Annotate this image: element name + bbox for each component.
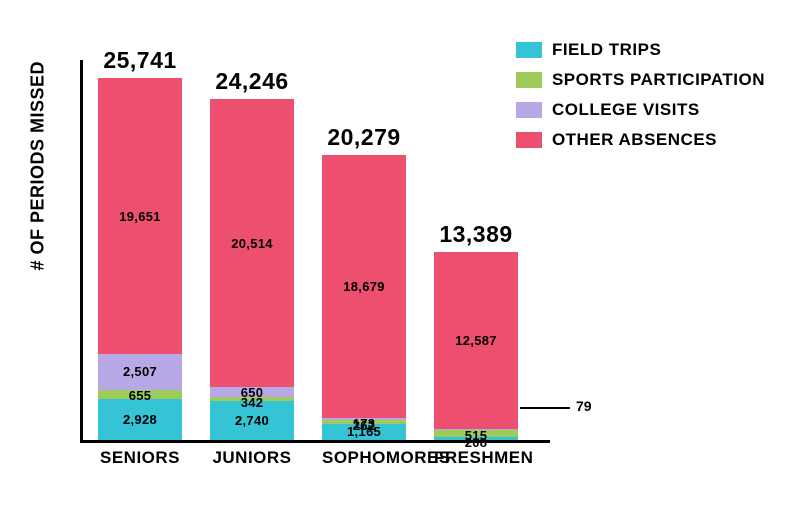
callout-line — [520, 407, 570, 409]
segment-value-label: 2,507 — [123, 365, 157, 378]
bar-segment-other: 12,587 — [434, 252, 518, 429]
category-label: Sophomores — [322, 448, 406, 468]
segment-value-label: 12,587 — [455, 334, 497, 347]
legend-swatch — [516, 102, 542, 118]
legend-swatch — [516, 132, 542, 148]
bar-segment-sports: 515 — [434, 430, 518, 437]
bar-total-label: 25,741 — [103, 47, 176, 74]
bar-segment-sports: 655 — [98, 390, 182, 399]
bar-segment-college — [434, 429, 518, 430]
category-label-text: Sophomores — [322, 448, 451, 467]
category-label: Freshmen — [434, 448, 518, 468]
segment-value-label: 20,514 — [231, 237, 273, 250]
category-label: Juniors — [210, 448, 294, 468]
bars-container: 25,7412,9286552,50719,65124,2462,7403426… — [80, 60, 550, 440]
bar-total-label: 24,246 — [215, 68, 288, 95]
bar-segment-other: 19,651 — [98, 78, 182, 355]
category-label: Seniors — [98, 448, 182, 468]
legend-label: Field Trips — [552, 40, 661, 60]
bar-stack: 2,928 655 2,507 19,651 — [98, 78, 182, 440]
bar-stack: 2,74034265020,514 — [210, 99, 294, 440]
category-label-text: Juniors — [212, 448, 291, 467]
segment-value-label: 173 — [353, 417, 376, 430]
bar-group: 25,7412,9286552,50719,651 — [98, 78, 182, 440]
segment-value-label: 2,740 — [235, 414, 269, 427]
bar-segment-other: 20,514 — [210, 99, 294, 388]
bar-stack: 1,16526217318,679 — [322, 155, 406, 440]
segment-value-label: 650 — [241, 386, 264, 399]
bar-total-label: 20,279 — [327, 124, 400, 151]
chart-plot-area: 25,7412,9286552,50719,65124,2462,7403426… — [80, 60, 550, 440]
bar-stack: 20851512,587 — [434, 252, 518, 440]
bar-total-label: 13,389 — [439, 221, 512, 248]
segment-value-label: 515 — [465, 429, 488, 442]
callout-label: 79 — [576, 398, 592, 414]
category-label-text: Freshmen — [434, 448, 533, 467]
segment-value-label: 19,651 — [119, 210, 161, 223]
segment-value-label: 655 — [129, 389, 152, 402]
category-labels-row: Seniors Juniors Sophomores Freshmen — [80, 448, 550, 468]
legend-item: Sports Participation — [516, 70, 765, 90]
legend-swatch — [516, 72, 542, 88]
bar-segment-college: 2,507 — [98, 354, 182, 389]
bar-segment-field_trips: 2,928 — [98, 399, 182, 440]
legend-label: Other Absences — [552, 130, 717, 150]
bar-segment-other: 18,679 — [322, 155, 406, 418]
bar-segment-college: 173 — [322, 418, 406, 420]
legend-item: Other Absences — [516, 130, 765, 150]
legend-label: Sports Participation — [552, 70, 765, 90]
legend-label: College Visits — [552, 100, 700, 120]
bar-group: 13,38920851512,587 — [434, 252, 518, 440]
legend: Field Trips Sports Participation College V… — [516, 40, 765, 150]
bar-segment-college: 650 — [210, 387, 294, 396]
segment-value-label: 18,679 — [343, 280, 385, 293]
category-label-text: Seniors — [100, 448, 180, 467]
bar-group: 24,2462,74034265020,514 — [210, 99, 294, 440]
legend-item: College Visits — [516, 100, 765, 120]
segment-value-label: 2,928 — [123, 413, 157, 426]
bar-group: 20,2791,16526217318,679 — [322, 155, 406, 440]
legend-swatch — [516, 42, 542, 58]
legend-item: Field Trips — [516, 40, 765, 60]
y-axis-label: # of Periods Missed — [28, 61, 49, 271]
